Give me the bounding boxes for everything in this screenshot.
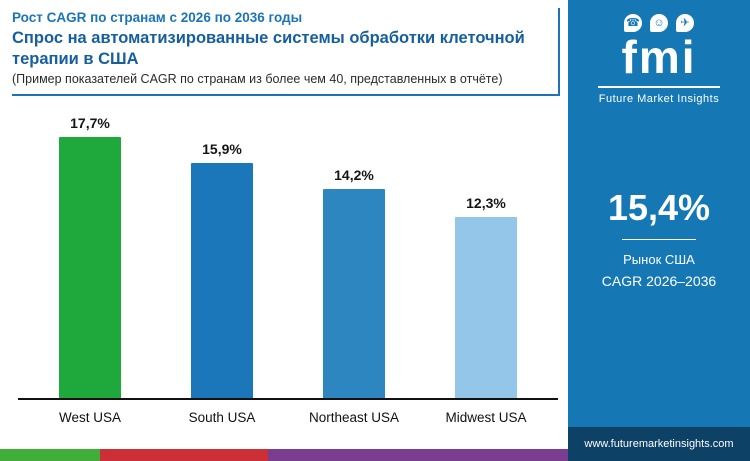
- bar-column-south-usa: 15,9%: [159, 110, 285, 399]
- fmi-logo: ☎ ☺ ✈ fmi Future Market Insights: [598, 14, 720, 105]
- x-axis-label-west-usa: West USA: [58, 410, 121, 426]
- bar-value-label: 17,7%: [70, 114, 110, 131]
- chart-panel: Рост CAGR по странам с 2026 по 2036 годы…: [0, 8, 568, 461]
- bar-column-midwest-usa: 12,3%: [423, 110, 549, 399]
- cagr-stat-value: 15,4%: [607, 187, 711, 228]
- logo-icons-row: ☎ ☺ ✈: [598, 14, 720, 32]
- logo-divider: [598, 86, 720, 88]
- logo-company-name: Future Market Insights: [598, 93, 720, 105]
- strip-segment-purple: [268, 449, 568, 461]
- chart-title: Спрос на автоматизированные системы обра…: [12, 29, 525, 68]
- bar-column-northeast-usa: 14,2%: [291, 110, 417, 399]
- bar-value-label: 14,2%: [334, 166, 374, 183]
- bar-column-west-usa: 17,7%: [27, 110, 153, 399]
- bar-northeast-usa: [323, 188, 385, 399]
- chart-subtitle: Рост CAGR по странам с 2026 по 2036 годы: [12, 10, 303, 25]
- bar-south-usa: [191, 163, 253, 399]
- plane-icon: ✈: [676, 14, 694, 32]
- bar-midwest-usa: [455, 216, 517, 399]
- decorative-color-strip: [0, 449, 568, 461]
- logo-wordmark: fmi: [621, 31, 697, 83]
- chart-note: (Пример показателей CAGR по странам из б…: [12, 72, 503, 87]
- x-axis-label-south-usa: South USA: [188, 410, 256, 426]
- stat-cagr-period-label: CAGR 2026–2036: [601, 273, 717, 289]
- stat-divider: [621, 239, 696, 240]
- bar-west-usa: [59, 136, 121, 399]
- strip-segment-red: [100, 449, 268, 461]
- key-stat-block: 15,4% Рынок США CAGR 2026–2036: [602, 187, 716, 289]
- stat-market-label: Рынок США: [623, 252, 695, 267]
- x-axis-label-midwest-usa: Midwest USA: [445, 410, 527, 426]
- strip-segment-green: [0, 449, 100, 461]
- website-link[interactable]: www.futuremarketinsights.com: [568, 427, 750, 461]
- person-icon: ☺: [650, 14, 668, 32]
- bar-value-label: 12,3%: [466, 194, 506, 211]
- x-axis-label-northeast-usa: Northeast USA: [308, 410, 400, 426]
- bar-chart: 17,7% 15,9% 14,2% 12,3% West USA: [18, 110, 558, 425]
- x-axis-labels: West USA South USA Northeast USA Midwest…: [18, 410, 558, 425]
- bar-value-label: 15,9%: [202, 141, 242, 158]
- phone-icon: ☎: [624, 14, 642, 32]
- chart-header: Рост CAGR по странам с 2026 по 2036 годы…: [12, 8, 560, 97]
- plot-area: 17,7% 15,9% 14,2% 12,3%: [18, 110, 558, 401]
- brand-sidebar: ☎ ☺ ✈ fmi Future Market Insights 15,4% Р…: [568, 0, 750, 461]
